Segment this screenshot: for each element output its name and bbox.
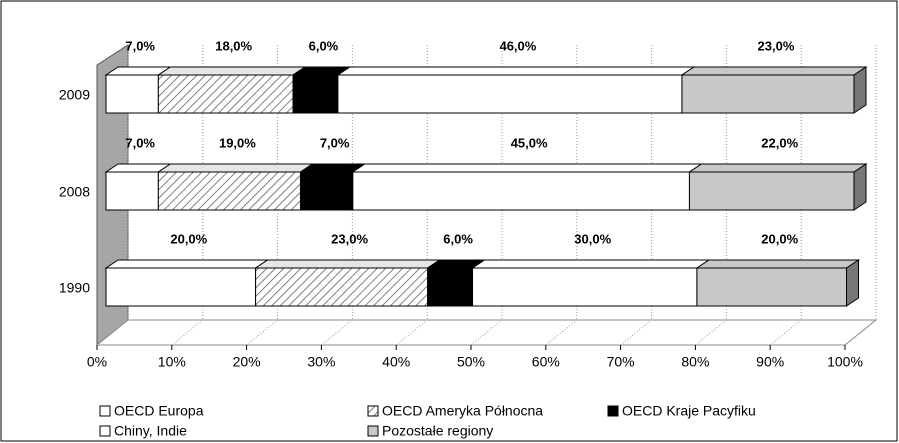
bar-top	[253, 259, 442, 269]
bar	[292, 74, 339, 114]
legend-label: OECD Europa	[114, 403, 204, 419]
legend-swatch	[99, 425, 111, 437]
value-label: 20,0%	[761, 231, 798, 246]
value-label: 20,0%	[170, 231, 207, 246]
bar	[352, 171, 690, 211]
grid-line	[769, 319, 802, 346]
bar	[299, 171, 354, 211]
bar	[696, 267, 848, 307]
x-tick-label: 80%	[681, 354, 709, 370]
legend-swatch	[607, 405, 619, 417]
grid-line	[844, 319, 877, 346]
x-tick-label: 50%	[457, 354, 485, 370]
bar-top	[695, 259, 861, 269]
legend-label: OECD Ameryka Północna	[382, 403, 543, 419]
legend-label: Chiny, Indie	[114, 423, 187, 439]
bar	[105, 267, 257, 307]
y-tick-label: 2009	[59, 87, 90, 103]
bar-side	[846, 259, 860, 307]
legend-swatch	[99, 405, 111, 417]
value-label: 23,0%	[331, 231, 368, 246]
x-tick-label: 40%	[382, 354, 410, 370]
bar-top	[470, 259, 711, 269]
legend-label: OECD Kraje Pacyfiku	[622, 403, 756, 419]
bar-top	[156, 66, 307, 76]
value-label: 23,0%	[758, 38, 795, 53]
bar	[105, 74, 159, 114]
legend-swatch	[367, 425, 379, 437]
value-label: 19,0%	[219, 135, 256, 150]
x-tick-label: 10%	[158, 354, 186, 370]
value-label: 45,0%	[511, 135, 548, 150]
value-label: 7,0%	[125, 38, 155, 53]
bar	[105, 171, 159, 211]
grid-line	[246, 319, 278, 346]
grid-line	[620, 319, 652, 346]
floor	[95, 319, 878, 346]
bar-top	[336, 66, 696, 76]
bar-top	[351, 163, 704, 173]
bar	[427, 267, 474, 307]
x-tick-label: 20%	[233, 354, 261, 370]
value-label: 7,0%	[125, 135, 155, 150]
bar-top	[687, 163, 868, 173]
bar-top	[104, 259, 270, 269]
bar	[337, 74, 683, 114]
bar-side	[853, 163, 867, 211]
legend-label: Pozostałe regiony	[382, 423, 493, 439]
value-label: 22,0%	[761, 135, 798, 150]
bar	[472, 267, 698, 307]
grid-line	[545, 319, 578, 346]
x-tick-label: 100%	[827, 354, 863, 370]
bar-top	[156, 163, 315, 173]
value-label: 6,0%	[309, 38, 339, 53]
grid-line	[470, 319, 503, 346]
x-tick-label: 30%	[307, 354, 335, 370]
bar	[681, 74, 855, 114]
value-label: 18,0%	[215, 38, 252, 53]
grid-line	[395, 319, 428, 346]
grid-line	[321, 319, 353, 346]
grid-line	[171, 319, 204, 346]
y-tick-label: 1990	[59, 280, 90, 296]
bar	[157, 171, 301, 211]
value-label: 7,0%	[320, 135, 350, 150]
bar-side	[853, 66, 867, 114]
y-tick-label: 2008	[59, 184, 90, 200]
value-label: 30,0%	[574, 231, 611, 246]
x-tick-label: 90%	[756, 354, 784, 370]
grid-line	[695, 319, 727, 346]
bar	[688, 171, 855, 211]
legend-swatch	[367, 405, 379, 417]
bar	[255, 267, 429, 307]
value-label: 46,0%	[499, 38, 536, 53]
x-tick-label: 70%	[607, 354, 635, 370]
bar	[157, 74, 294, 114]
value-label: 6,0%	[443, 231, 473, 246]
x-tick-label: 60%	[532, 354, 560, 370]
grid-line	[96, 319, 129, 346]
x-tick-label: 0%	[87, 354, 107, 370]
bar-top	[680, 66, 868, 76]
